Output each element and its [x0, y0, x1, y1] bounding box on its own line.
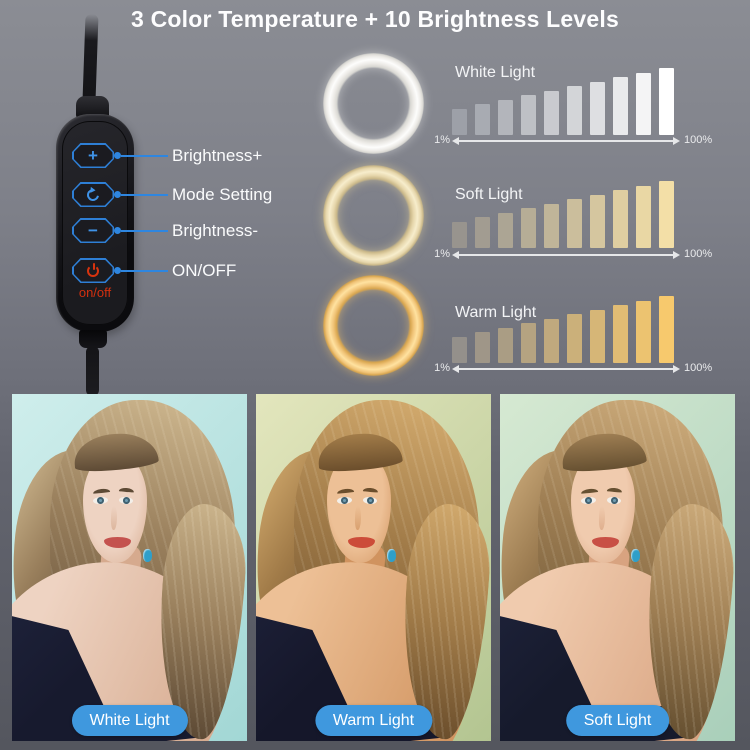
brightness-bar [521, 95, 536, 135]
photo-label: White Light [89, 711, 170, 729]
power-cable-bottom [86, 346, 99, 396]
brightness-bar [567, 199, 582, 248]
iris [366, 496, 374, 505]
brightness-bar [452, 222, 467, 248]
callout-label-brightness-plus: Brightness+ [172, 146, 263, 165]
brightness-bar [544, 204, 559, 248]
brightness-bar [659, 181, 674, 248]
photo-label: Soft Light [583, 711, 652, 729]
power-cable-top [82, 13, 99, 103]
callout-dot [114, 152, 121, 159]
sample-photo-white-light: White Light [12, 394, 247, 741]
range-arrow [452, 365, 680, 372]
brightness-range: 1% 100% [0, 362, 750, 375]
brightness-bar [452, 337, 467, 363]
range-arrow [452, 137, 680, 144]
brightness-bar [544, 91, 559, 135]
callout-line [121, 230, 168, 232]
brightness-bar [590, 195, 605, 248]
brightness-bar [498, 100, 513, 135]
brightness-bar [590, 310, 605, 363]
mode-setting-button [72, 182, 114, 207]
power-icon [87, 262, 99, 277]
range-arrow [452, 251, 680, 258]
ring-light-warm [323, 275, 424, 376]
callout-label-brightness-minus: Brightness- [172, 221, 258, 240]
section-label: Warm Light [455, 304, 537, 321]
earring [631, 549, 640, 562]
brightness-bar [613, 305, 628, 363]
callout-label-mode-setting: Mode Setting [172, 185, 273, 204]
brightness-bar [636, 301, 651, 363]
page-title: 3 Color Temperature + 10 Brightness Leve… [131, 6, 619, 32]
brightness-bar [659, 68, 674, 135]
sample-photo-warm-light: Warm Light [256, 394, 491, 741]
callout-dot [114, 191, 121, 198]
iris [610, 496, 618, 505]
callout-line [121, 155, 168, 157]
brightness-bar [475, 332, 490, 363]
brightness-range: 1% 100% [0, 134, 750, 147]
cable-ferrule-top [76, 96, 109, 119]
brightness-bars [452, 296, 678, 363]
iris [96, 496, 105, 505]
cycle-arrows-icon [84, 186, 102, 203]
lips [592, 537, 619, 548]
brightness-bar [544, 319, 559, 363]
callout-line [121, 270, 168, 272]
brightness-bar [567, 314, 582, 363]
brightness-bars [452, 181, 678, 248]
brightness-bar [498, 213, 513, 248]
brightness-bar [452, 109, 467, 135]
brightness-minus-button: − [72, 218, 114, 243]
photo-label-pill: White Light [71, 705, 188, 736]
brightness-bar [521, 208, 536, 248]
power-button [72, 258, 114, 283]
lips [348, 537, 375, 548]
callout-dot [114, 227, 121, 234]
photo-label-pill: Soft Light [565, 705, 670, 736]
brightness-range: 1% 100% [0, 248, 750, 261]
ring-light-white [323, 53, 424, 154]
brightness-bar [613, 77, 628, 135]
photo-label-pill: Warm Light [314, 705, 433, 736]
brightness-bar [475, 104, 490, 135]
brightness-bar [521, 323, 536, 363]
range-max-label: 100% [684, 362, 713, 374]
iris [122, 496, 130, 505]
brightness-bar [636, 186, 651, 248]
sample-photo-soft-light: Soft Light [500, 394, 735, 741]
brightness-bar [659, 296, 674, 363]
ring-light-soft [323, 165, 424, 266]
section-label: Soft Light [455, 186, 523, 203]
section-label: White Light [455, 64, 536, 81]
plus-icon: + [88, 145, 98, 165]
brightness-bar [475, 217, 490, 248]
iris [584, 496, 593, 505]
earring [143, 549, 152, 562]
range-max-label: 100% [684, 248, 713, 260]
callout-dot [114, 267, 121, 274]
callout-line [121, 194, 168, 196]
brightness-bar [498, 328, 513, 363]
brightness-bar [636, 73, 651, 135]
brightness-bars [452, 68, 678, 135]
iris [340, 496, 349, 505]
range-min-label: 1% [434, 134, 450, 146]
photo-label: Warm Light [332, 711, 415, 729]
brightness-bar [590, 82, 605, 135]
onoff-text: on/off [78, 285, 112, 300]
brightness-bar [567, 86, 582, 135]
cable-ferrule-bottom [79, 330, 107, 348]
brightness-plus-button: + [72, 143, 114, 168]
callout-label-onoff: ON/OFF [172, 261, 237, 280]
minus-icon: − [88, 220, 98, 240]
earring [387, 549, 396, 562]
brightness-bar [613, 190, 628, 248]
range-min-label: 1% [434, 248, 450, 260]
lips [104, 537, 131, 548]
range-max-label: 100% [684, 134, 713, 146]
range-min-label: 1% [434, 362, 450, 374]
